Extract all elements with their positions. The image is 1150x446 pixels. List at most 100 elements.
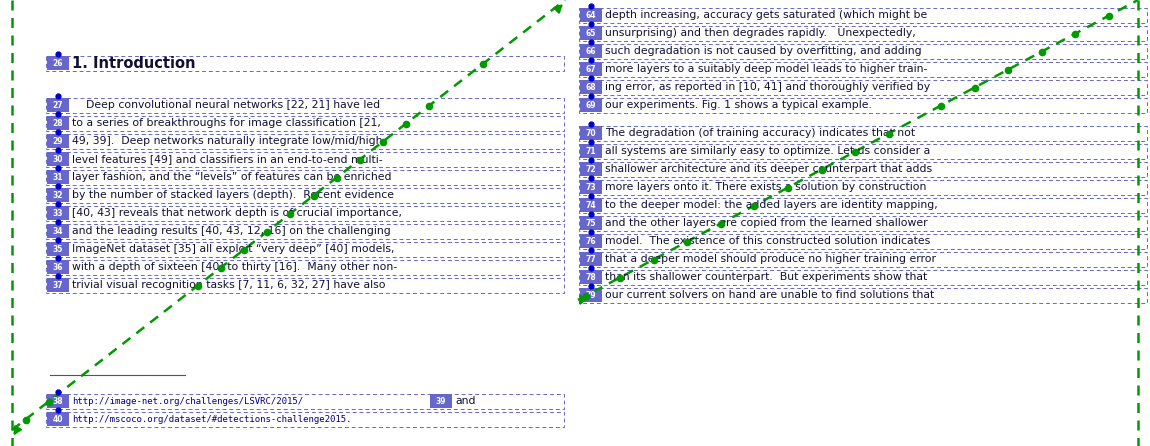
Bar [46, 56, 564, 71]
Text: 27: 27 [53, 100, 63, 110]
Bar [578, 44, 1147, 59]
Bar [47, 56, 69, 70]
Text: 77: 77 [585, 255, 597, 264]
Bar [578, 198, 1147, 213]
Bar [580, 80, 601, 94]
Bar [46, 394, 564, 409]
Bar [47, 116, 69, 130]
Bar [578, 180, 1147, 195]
Bar [46, 224, 564, 239]
Bar [580, 62, 601, 76]
Bar [47, 412, 69, 426]
Bar [46, 260, 564, 275]
Bar [580, 270, 601, 284]
Bar [46, 98, 564, 113]
Text: trivial visual recognition tasks [7, 11, 6, 32, 27] have also: trivial visual recognition tasks [7, 11,… [72, 281, 385, 290]
Text: 31: 31 [53, 173, 63, 182]
Bar [430, 394, 452, 408]
Text: ImageNet dataset [35] all exploit “very deep” [40] models,: ImageNet dataset [35] all exploit “very … [72, 244, 394, 255]
Bar [580, 126, 601, 140]
Text: 28: 28 [53, 119, 63, 128]
Text: 70: 70 [585, 128, 597, 137]
Text: 40: 40 [53, 414, 63, 424]
Bar [46, 188, 564, 203]
Text: 29: 29 [53, 136, 63, 145]
Bar [580, 180, 601, 194]
Text: 64: 64 [585, 11, 596, 20]
Text: 67: 67 [585, 65, 597, 74]
Bar [47, 152, 69, 166]
Text: model.  The existence of this constructed solution indicates: model. The existence of this constructed… [605, 236, 930, 247]
Text: 65: 65 [585, 29, 596, 37]
Text: 72: 72 [585, 165, 597, 173]
Text: 75: 75 [585, 219, 596, 227]
Text: that a deeper model should produce no higher training error: that a deeper model should produce no hi… [605, 255, 936, 264]
Text: 36: 36 [53, 263, 63, 272]
Bar [47, 206, 69, 220]
Bar [580, 288, 601, 302]
Bar [580, 8, 601, 22]
Bar [46, 242, 564, 257]
Bar [47, 260, 69, 274]
Text: depth increasing, accuracy gets saturated (which might be: depth increasing, accuracy gets saturate… [605, 11, 927, 21]
Bar [580, 162, 601, 176]
Bar [580, 234, 601, 248]
Text: The degradation (of training accuracy) indicates that not: The degradation (of training accuracy) i… [605, 128, 915, 139]
Text: by the number of stacked layers (depth).  Recent evidence: by the number of stacked layers (depth).… [72, 190, 394, 201]
Text: 30: 30 [53, 154, 63, 164]
Text: with a depth of sixteen [40] to thirty [16].  Many other non-: with a depth of sixteen [40] to thirty [… [72, 263, 397, 273]
Text: 79: 79 [585, 290, 597, 300]
Text: 32: 32 [53, 190, 63, 199]
Text: all systems are similarly easy to optimize. Let us consider a: all systems are similarly easy to optimi… [605, 146, 930, 157]
Bar [580, 198, 601, 212]
Text: 78: 78 [585, 273, 597, 281]
Bar [578, 162, 1147, 177]
Text: our experiments. Fig. 1 shows a typical example.: our experiments. Fig. 1 shows a typical … [605, 100, 872, 111]
Text: level features [49] and classifiers in an end-to-end multi-: level features [49] and classifiers in a… [72, 154, 383, 165]
Bar [578, 288, 1147, 303]
Bar [46, 206, 564, 221]
Bar [46, 278, 564, 293]
Text: 69: 69 [585, 100, 596, 110]
Text: 35: 35 [53, 244, 63, 253]
Text: and the other layers are copied from the learned shallower: and the other layers are copied from the… [605, 219, 928, 228]
Text: than its shallower counterpart.  But experiments show that: than its shallower counterpart. But expe… [605, 273, 927, 282]
Text: http://image-net.org/challenges/LSVRC/2015/: http://image-net.org/challenges/LSVRC/20… [72, 397, 304, 406]
Text: ing error, as reported in [10, 41] and thoroughly verified by: ing error, as reported in [10, 41] and t… [605, 83, 930, 92]
Bar [578, 270, 1147, 285]
Bar [578, 8, 1147, 23]
Bar [46, 412, 564, 427]
Bar [578, 252, 1147, 267]
Text: Deep convolutional neural networks [22, 21] have led: Deep convolutional neural networks [22, … [86, 100, 381, 111]
Text: 1. Introduction: 1. Introduction [72, 56, 196, 71]
Bar [46, 134, 564, 149]
Text: [40, 43] reveals that network depth is of crucial importance,: [40, 43] reveals that network depth is o… [72, 208, 402, 219]
Text: 39: 39 [436, 396, 446, 405]
Text: and the leading results [40, 43, 12, 16] on the challenging: and the leading results [40, 43, 12, 16]… [72, 227, 391, 236]
Text: 34: 34 [53, 227, 63, 235]
Bar [578, 26, 1147, 41]
Text: to a series of breakthroughs for image classification [21,: to a series of breakthroughs for image c… [72, 119, 381, 128]
Text: 38: 38 [53, 396, 63, 405]
Bar [47, 98, 69, 112]
Bar [47, 224, 69, 238]
Bar [578, 62, 1147, 77]
Text: 66: 66 [585, 46, 596, 55]
Bar [580, 44, 601, 58]
Text: shallower architecture and its deeper counterpart that adds: shallower architecture and its deeper co… [605, 165, 933, 174]
Bar [578, 98, 1147, 113]
Text: 68: 68 [585, 83, 597, 91]
Text: layer fashion, and the “levels” of features can be enriched: layer fashion, and the “levels” of featu… [72, 173, 391, 182]
Text: 76: 76 [585, 236, 597, 245]
Bar [578, 216, 1147, 231]
Text: more layers onto it. There exists a solution by construction: more layers onto it. There exists a solu… [605, 182, 927, 193]
Bar [47, 278, 69, 292]
Text: more layers to a suitably deep model leads to higher train-: more layers to a suitably deep model lea… [605, 65, 927, 74]
Text: 71: 71 [585, 146, 597, 156]
Bar [47, 394, 69, 408]
Bar [47, 188, 69, 202]
Bar [580, 98, 601, 112]
Bar [580, 144, 601, 158]
Text: and: and [455, 396, 475, 406]
Bar [47, 170, 69, 184]
